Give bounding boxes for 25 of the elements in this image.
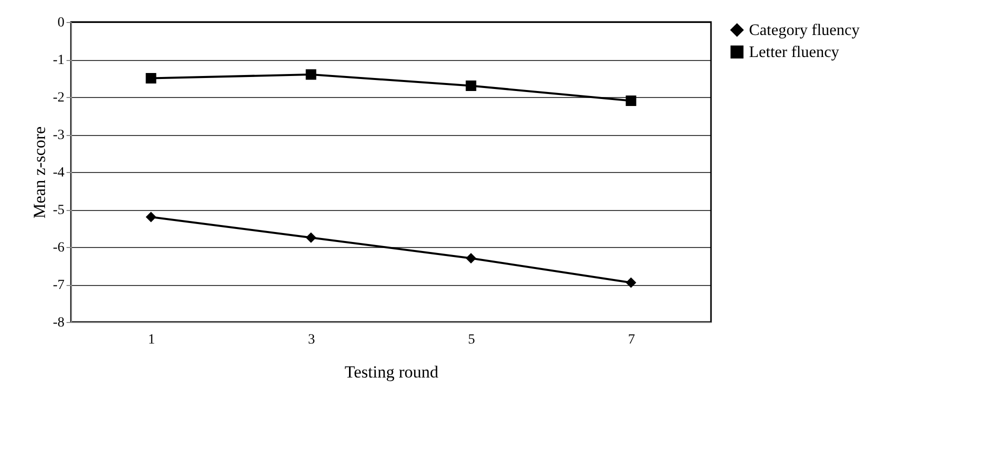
y-axis-title: Mean z-score <box>30 126 49 219</box>
point <box>306 232 316 243</box>
y-tick-label: -6 <box>52 240 64 256</box>
x-tick-label: 1 <box>148 332 155 348</box>
point <box>146 212 156 222</box>
x-axis-title: Testing round <box>344 362 439 382</box>
point <box>466 253 476 264</box>
x-tick-label: 3 <box>308 332 315 348</box>
y-tick-label: -2 <box>52 90 64 106</box>
y-tick-label: -4 <box>52 166 64 180</box>
x-tick-label: 7 <box>628 332 635 348</box>
y-tick-label: -5 <box>52 203 64 218</box>
point <box>626 96 636 106</box>
y-tick-label: 0 <box>58 16 64 30</box>
y-tick-label: -7 <box>52 278 64 293</box>
y-tick-label: -1 <box>52 53 64 68</box>
y-tick-label: -8 <box>52 316 64 330</box>
point <box>466 80 476 91</box>
x-tick-label: 5 <box>468 332 475 348</box>
point <box>146 73 156 84</box>
point <box>626 277 636 288</box>
point <box>306 69 316 80</box>
legend-label: Category fluency <box>749 22 860 39</box>
y-tick-label: -3 <box>52 128 64 143</box>
legend-label: Letter fluency <box>749 44 840 61</box>
